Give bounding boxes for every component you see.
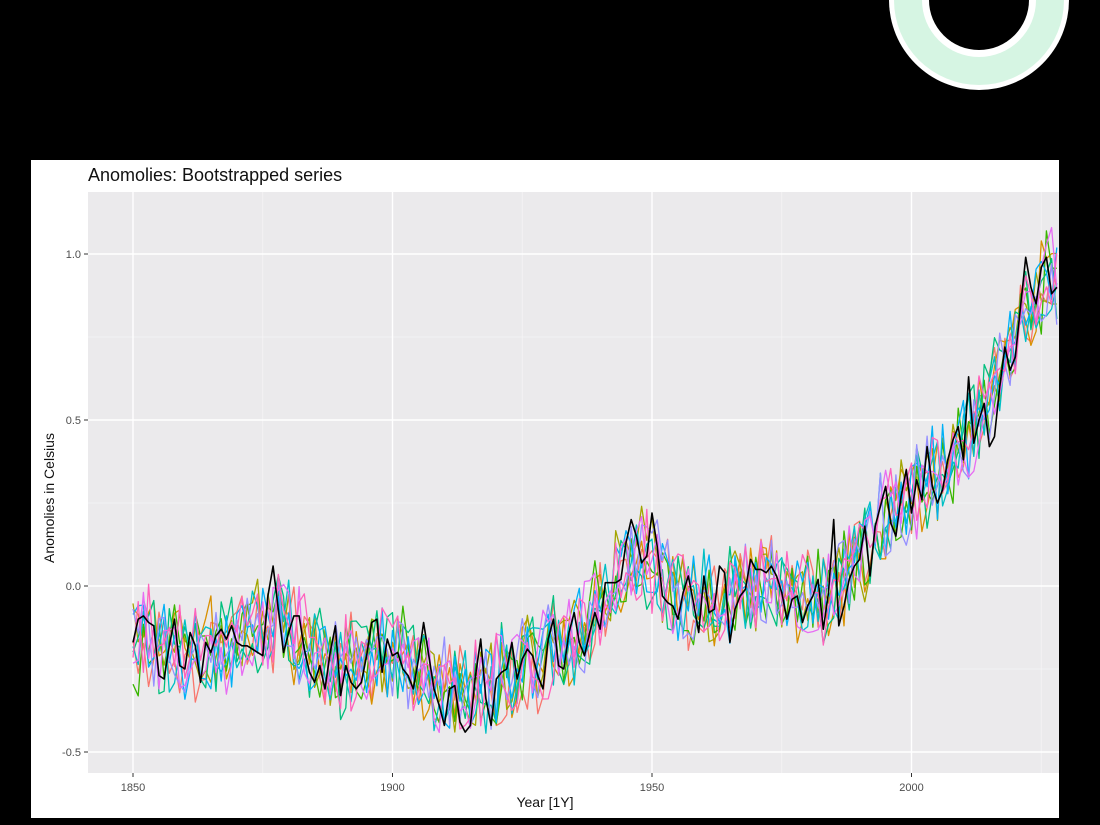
y-tick-label: -0.5 (62, 747, 81, 759)
chart-title: Anomolies: Bootstrapped series (88, 165, 343, 185)
chart-figure: Anomolies: Bootstrapped series 1850 1900 1… (31, 160, 1059, 818)
x-tick-label: 1900 (380, 782, 404, 794)
observed-series-line (132, 256, 1058, 733)
y-tick-label: 1.0 (66, 249, 81, 261)
ring-decoration (889, 0, 1069, 90)
bootstrap-series-line (132, 253, 1058, 730)
y-tick-label: 0.5 (66, 415, 81, 427)
x-tick-label: 2000 (899, 782, 923, 794)
x-tick-label: 1850 (121, 782, 145, 794)
bootstrap-series-line (132, 262, 1058, 730)
x-tick-label: 1950 (640, 782, 664, 794)
y-tick-label: 0.0 (66, 581, 81, 593)
y-axis-label: Anomolies in Celsius (41, 433, 57, 563)
plot-area: 1850 1900 1950 2000 -0.5 0.0 0.5 1.0 (62, 192, 1059, 794)
x-axis-label: Year [1Y] (516, 794, 574, 810)
